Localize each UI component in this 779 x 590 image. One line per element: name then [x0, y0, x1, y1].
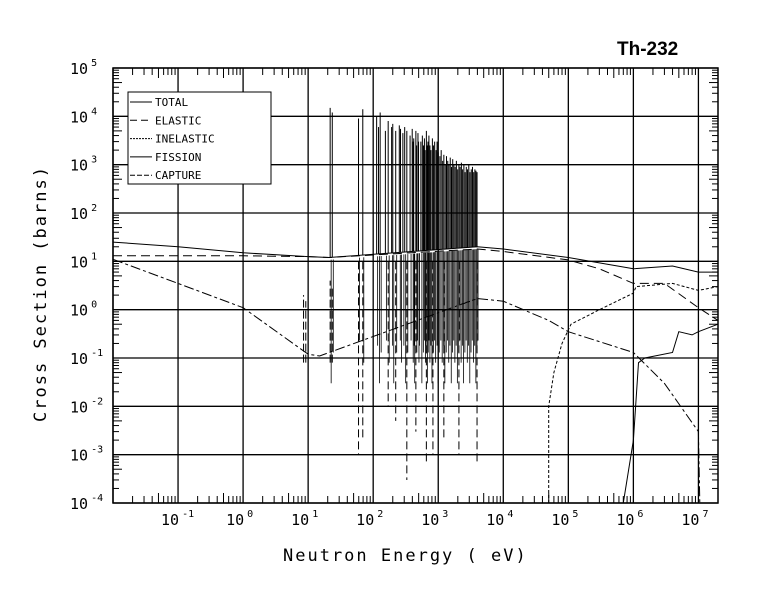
y-tick-label: 10 -4	[70, 493, 103, 513]
legend-label-total: TOTAL	[155, 96, 188, 109]
y-tick-label: 10 -1	[70, 348, 103, 368]
y-tick-label: 10 1	[70, 251, 97, 271]
legend-label-capture: CAPTURE	[155, 169, 201, 182]
y-tick-label: 10 5	[70, 58, 97, 78]
x-axis-label: Neutron Energy ( eV)	[283, 546, 528, 566]
x-tick-label: 10 2	[356, 509, 383, 529]
resonance-region	[303, 107, 479, 480]
x-tick-label: 10 5	[551, 509, 578, 529]
series-capture-line	[112, 258, 701, 504]
x-tick-label: 10 0	[226, 509, 253, 529]
series-fission-line	[622, 323, 719, 504]
chart-title: Th-232	[617, 39, 678, 60]
x-tick-labels: 10 -1 10 0 10 1 10 2 10 3 10 4 10 5 10 6 10 7	[161, 509, 708, 529]
legend-label-inelastic: INELASTIC	[155, 133, 215, 146]
x-tick-label: 10 6	[616, 509, 643, 529]
legend-label-elastic: ELASTIC	[155, 114, 201, 127]
legend-label-fission: FISSION	[155, 151, 201, 164]
curves	[112, 241, 719, 504]
x-tick-label: 10 1	[291, 509, 318, 529]
y-axis-label: Cross Section (barns)	[31, 165, 51, 422]
legend: TOTAL ELASTIC INELASTIC FISSION CAPTURE	[127, 91, 272, 185]
y-tick-label: 10 4	[70, 106, 97, 126]
y-tick-label: 10 -2	[70, 396, 103, 416]
y-tick-label: 10 0	[70, 300, 97, 320]
x-tick-label: 10 3	[421, 509, 448, 529]
series-total-line	[112, 241, 718, 273]
x-tick-label: 10 -1	[161, 509, 194, 529]
series-elastic-line	[113, 248, 719, 321]
plot-frame	[112, 67, 719, 504]
y-tick-label: 10 -3	[70, 445, 103, 465]
ticks	[113, 68, 719, 503]
y-tick-label: 10 3	[70, 155, 97, 175]
legend-box	[127, 91, 272, 185]
y-tick-label: 10 2	[70, 203, 97, 223]
x-tick-label: 10 7	[681, 509, 708, 529]
x-tick-label: 10 4	[486, 509, 513, 529]
